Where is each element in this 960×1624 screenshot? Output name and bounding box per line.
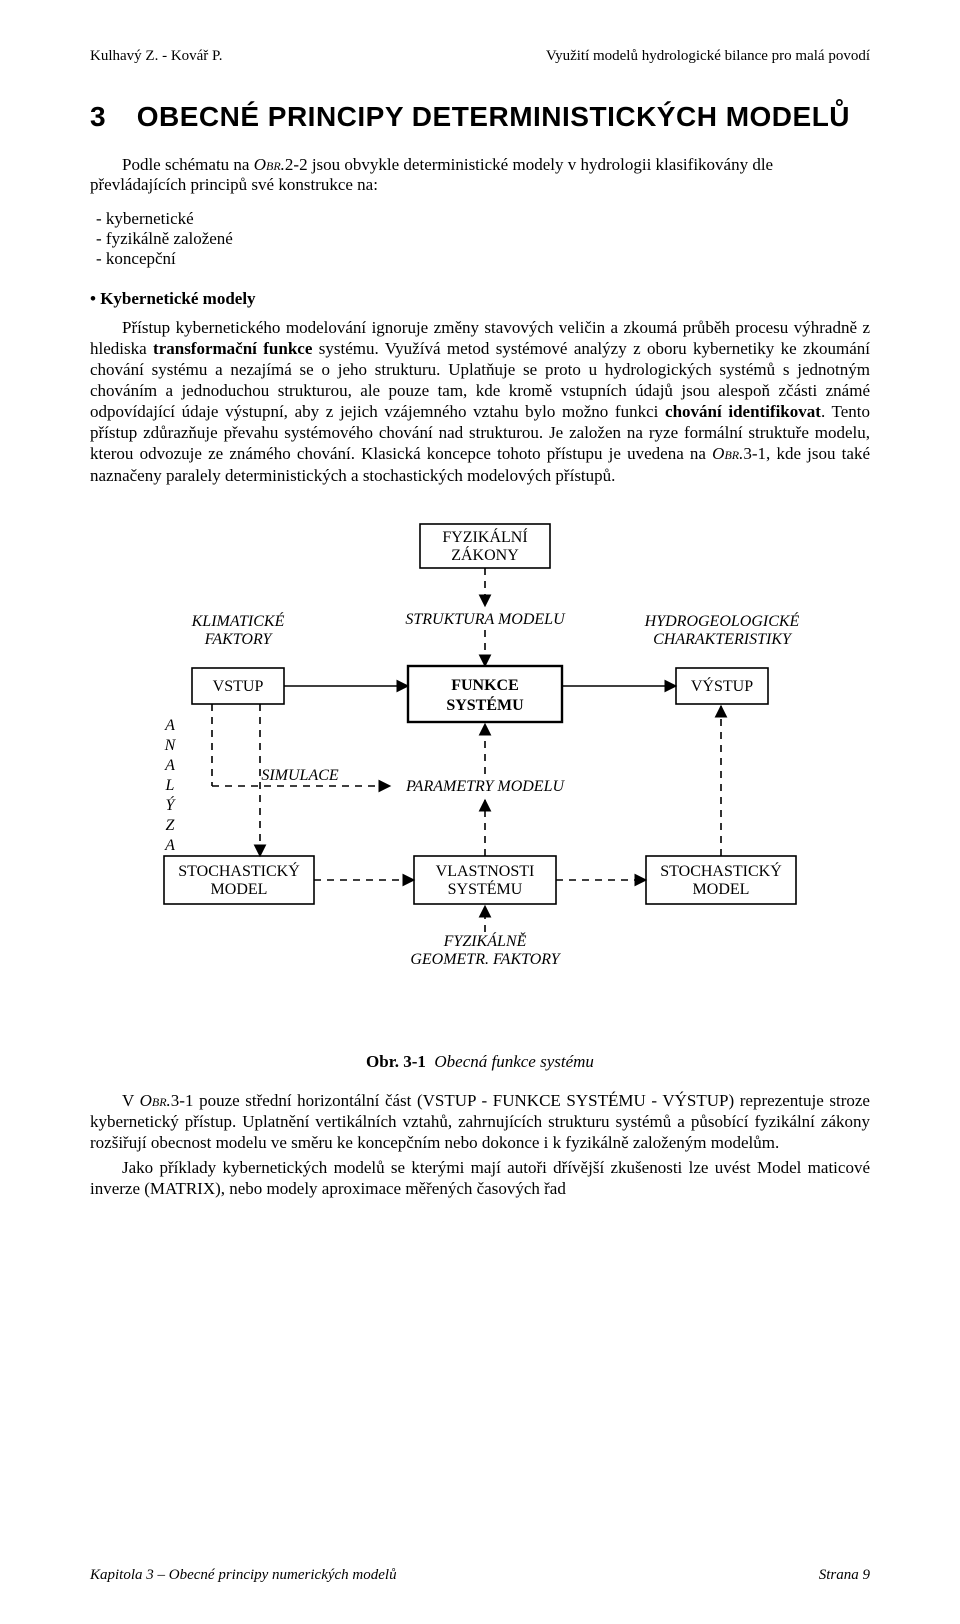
p2-t2: 3-1 pouze střední horizontální část (VST… [90,1091,870,1152]
bullet-list: - kybernetické - fyzikálně založené - ko… [90,209,870,269]
anal-6: A [164,837,175,854]
node-struct-label: STRUKTURA MODELU [405,611,566,628]
stoR-l1: STOCHASTICKÝ [660,861,782,880]
subheading-kybernet: Kybernetické modely [90,289,870,309]
diagram-svg: FYZIKÁLNÍ ZÁKONY STRUKTURA MODELU KLIMAT… [130,516,830,1026]
node-funk-l1: FUNKCE [451,677,519,694]
bullet-item: - kybernetické [90,209,870,229]
stoR-l2: MODEL [693,881,750,898]
header-right: Využití modelů hydrologické bilance pro … [546,48,870,65]
bullet-item: - fyzikálně založené [90,229,870,249]
body-paragraph-1: Přístup kybernetického modelování ignoru… [90,317,870,486]
stoL-l1: STOCHASTICKÝ [178,861,300,880]
body-paragraph-2: V Obr.3-1 pouze střední horizontální čás… [90,1090,870,1153]
p1-b2: chování identifikovat [665,402,821,421]
node-klim-l1: KLIMATICKÉ [191,611,285,630]
body-paragraph-3: Jako příklady kybernetických modelů se k… [90,1157,870,1199]
anal-1: N [164,737,177,754]
footer-left: Kapitola 3 – Obecné principy numerických… [90,1567,397,1584]
section-title: OBECNÉ PRINCIPY DETERMINISTICKÝCH MODELŮ [137,101,850,132]
vlas-l1: VLASTNOSTI [436,863,535,880]
section-number: 3 [90,101,106,132]
node-vystup-l1: VÝSTUP [691,676,753,695]
anal-2: A [164,757,175,774]
page-footer: Kapitola 3 – Obecné principy numerických… [90,1543,870,1584]
intro-text-pre: Podle schématu na [122,155,254,174]
p2-t1: V [122,1091,140,1110]
p1-sc: Obr. [712,444,743,463]
p2-sc: Obr. [140,1091,171,1110]
anal-0: A [164,717,175,734]
node-fz-l1: FYZIKÁLNÍ [442,527,527,546]
anal-3: L [165,777,175,794]
intro-paragraph: Podle schématu na Obr.2-2 jsou obvykle d… [90,155,870,195]
page: Kulhavý Z. - Kovář P. Využití modelů hyd… [0,0,960,1624]
vlas-l2: SYSTÉMU [448,879,523,898]
footer-right: Strana 9 [819,1567,870,1584]
intro-obr-smallcaps: Obr. [254,155,285,174]
diagram: FYZIKÁLNÍ ZÁKONY STRUKTURA MODELU KLIMAT… [130,516,830,1026]
param-label: PARAMETRY MODELU [405,778,566,795]
node-vstup-l1: VSTUP [213,678,264,695]
simulace-label: SIMULACE [261,767,339,784]
section-heading: 3 OBECNÉ PRINCIPY DETERMINISTICKÝCH MODE… [90,101,870,133]
fgeo-l2: GEOMETR. FAKTORY [410,951,561,968]
fig-label: Obr. 3-1 [366,1052,426,1071]
fgeo-l1: FYZIKÁLNĚ [443,931,527,950]
anal-5: Z [166,817,176,834]
node-fz-l2: ZÁKONY [451,545,519,564]
p1-b1: transformační funkce [153,339,312,358]
stoL-l2: MODEL [211,881,268,898]
running-header: Kulhavý Z. - Kovář P. Využití modelů hyd… [90,48,870,65]
node-funk-l2: SYSTÉMU [446,695,524,714]
node-hydro-l1: HYDROGEOLOGICKÉ [644,611,800,630]
anal-4: Ý [166,795,177,814]
fig-title: Obecná funkce systému [434,1052,594,1071]
node-hydro-l2: CHARAKTERISTIKY [653,631,793,648]
header-left: Kulhavý Z. - Kovář P. [90,48,222,65]
bullet-item: - koncepční [90,249,870,269]
node-klim-l2: FAKTORY [204,631,274,648]
figure-caption: Obr. 3-1 Obecná funkce systému [90,1052,870,1072]
